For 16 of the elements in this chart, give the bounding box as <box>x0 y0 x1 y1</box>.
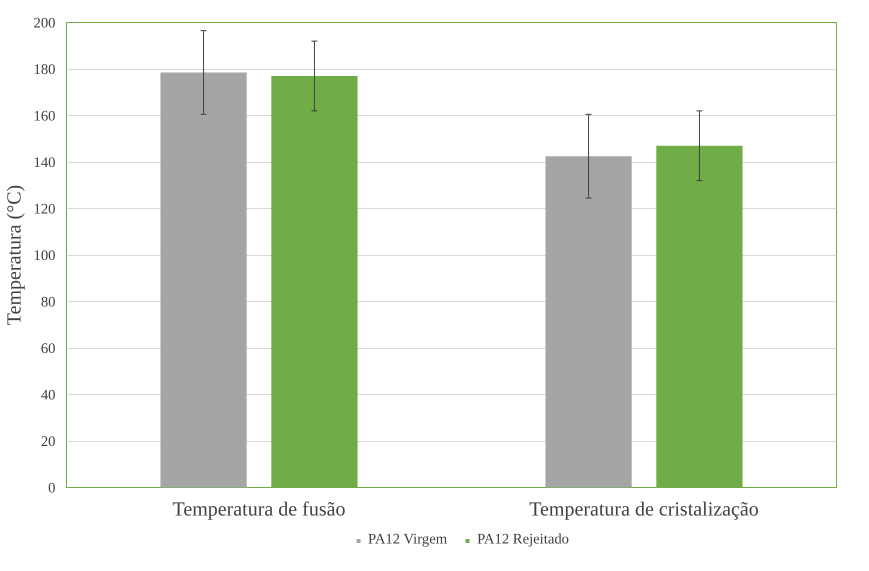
y-tick-label: 120 <box>34 202 56 218</box>
y-tick-label: 140 <box>34 155 56 171</box>
legend-label: PA12 Rejeitado <box>477 532 569 548</box>
y-tick-label: 80 <box>40 294 56 310</box>
legend-label: PA12 Virgem <box>368 532 448 548</box>
y-tick-label: 100 <box>34 248 56 264</box>
y-tick-label: 0 <box>48 480 56 496</box>
y-tick-label: 160 <box>34 108 56 124</box>
y-tick-label: 40 <box>40 388 56 404</box>
x-tick-label: Temperatura de fusão <box>172 498 346 520</box>
y-tick-label: 180 <box>34 62 56 78</box>
y-tick-label: 60 <box>40 341 56 357</box>
y-axis-title: Temperatura (°C) <box>4 184 26 326</box>
x-tick-label: Temperatura de cristalização <box>529 498 759 520</box>
y-tick-label: 200 <box>34 16 56 32</box>
y-tick-label: 20 <box>40 434 56 450</box>
